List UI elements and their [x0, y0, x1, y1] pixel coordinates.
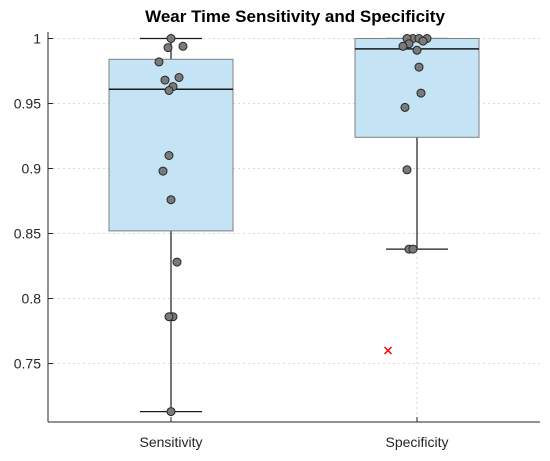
y-tick-label: 0.85 [14, 226, 41, 242]
plot-area [108, 34, 480, 417]
data-point [418, 36, 428, 46]
data-point [154, 57, 164, 67]
box-sensitivity [108, 34, 234, 417]
data-point [414, 62, 424, 72]
data-point [398, 41, 408, 51]
data-point [166, 34, 176, 43]
data-point [408, 244, 418, 254]
outlier-marker [383, 346, 393, 355]
y-tick-label: 0.9 [22, 161, 42, 177]
y-tick-label: 1 [33, 31, 41, 47]
data-point [166, 195, 176, 205]
data-point [416, 88, 426, 98]
data-point [412, 45, 422, 55]
data-point [164, 312, 174, 322]
outlier-stroke [383, 346, 393, 355]
data-point [178, 41, 188, 51]
data-point [172, 257, 182, 267]
data-point [402, 165, 412, 175]
box-specificity [354, 34, 480, 355]
data-point [166, 407, 176, 417]
axes: 0.75 0.8 0.85 0.9 0.95 1 Sensitivity Specificit… [14, 31, 540, 450]
y-tick-label: 0.75 [14, 356, 41, 372]
data-point [164, 86, 174, 95]
y-tick-label: 0.8 [22, 291, 42, 307]
data-point [158, 166, 168, 176]
data-point [160, 75, 170, 85]
y-tick-label: 0.95 [14, 96, 41, 112]
data-point [163, 43, 173, 53]
data-point [174, 73, 184, 82]
chart-title: Wear Time Sensitivity and Specificity [145, 7, 445, 26]
box-iqr [354, 38, 480, 138]
data-point [164, 151, 174, 160]
x-tick-label: Sensitivity [139, 434, 202, 450]
data-point [400, 102, 410, 112]
x-tick-label: Specificity [385, 434, 448, 450]
